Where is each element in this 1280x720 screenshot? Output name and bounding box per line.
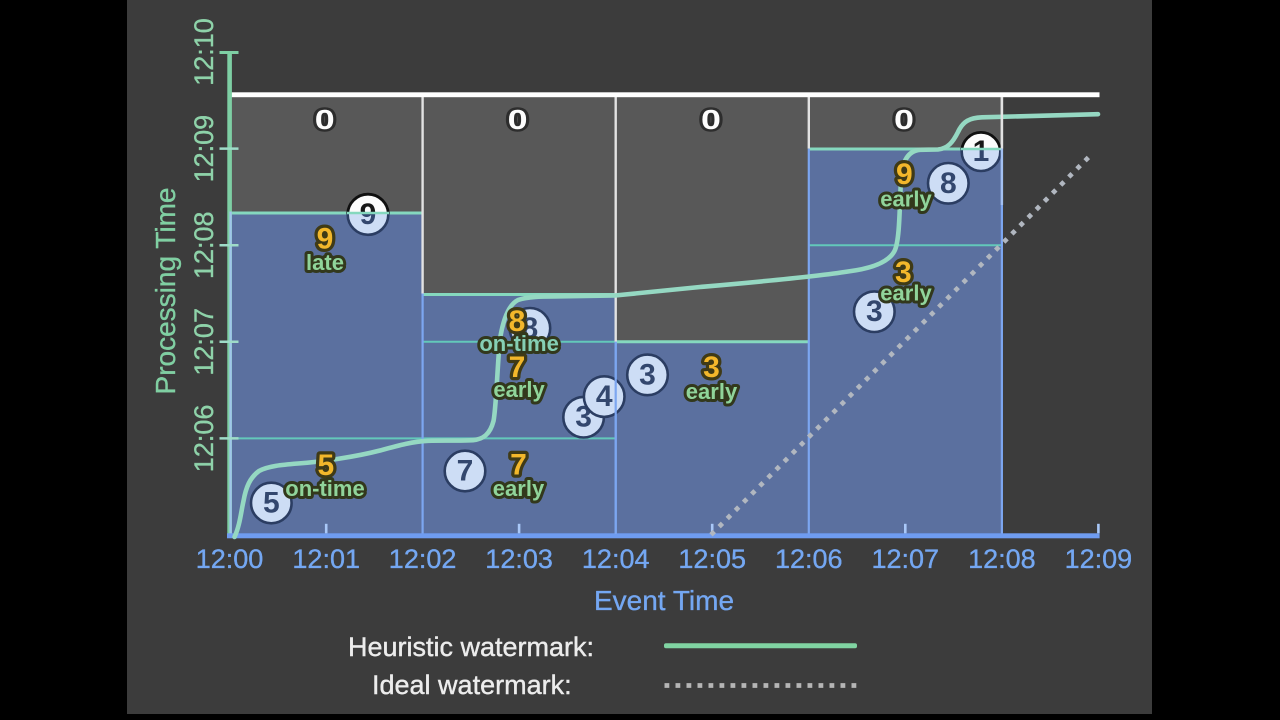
svg-text:12:07: 12:07 [189,308,219,376]
svg-text:12:06: 12:06 [775,544,843,574]
svg-text:Processing Time: Processing Time [150,188,181,395]
svg-text:12:09: 12:09 [1065,544,1133,574]
svg-text:0: 0 [508,104,528,135]
svg-text:12:00: 12:00 [196,544,264,574]
svg-text:1: 1 [973,135,990,168]
svg-text:12:08: 12:08 [189,211,219,279]
svg-text:5: 5 [263,487,280,520]
svg-text:12:05: 12:05 [678,544,746,574]
svg-text:7: 7 [457,455,474,488]
svg-text:9: 9 [360,198,377,231]
svg-text:Heuristic watermark:: Heuristic watermark: [348,632,594,662]
svg-text:12:08: 12:08 [968,544,1036,574]
svg-text:8: 8 [522,312,539,345]
svg-text:0: 0 [894,104,914,135]
svg-text:12:04: 12:04 [582,544,650,574]
svg-text:3: 3 [703,351,720,384]
svg-text:on-time: on-time [479,331,558,356]
svg-text:12:09: 12:09 [189,115,219,183]
svg-text:Ideal watermark:: Ideal watermark: [372,670,572,700]
svg-text:12:01: 12:01 [292,544,360,574]
svg-text:Event Time: Event Time [594,585,734,616]
svg-text:4: 4 [596,380,613,413]
svg-text:12:07: 12:07 [872,544,940,574]
svg-text:early: early [686,379,738,404]
svg-text:3: 3 [639,358,656,391]
svg-text:late: late [306,250,344,275]
svg-text:8: 8 [940,167,957,200]
svg-text:on-time: on-time [285,476,364,501]
svg-text:early: early [493,476,545,501]
svg-text:7: 7 [510,449,527,482]
svg-text:12:06: 12:06 [189,405,219,473]
svg-text:7: 7 [509,351,526,384]
svg-text:12:10: 12:10 [189,18,219,86]
svg-text:1: 1 [973,135,990,168]
svg-text:12:02: 12:02 [389,544,457,574]
svg-text:9: 9 [360,198,377,231]
svg-text:0: 0 [701,104,721,135]
svg-text:5: 5 [317,449,334,482]
svg-text:0: 0 [315,104,335,135]
svg-text:early: early [880,280,932,305]
svg-text:early: early [880,186,932,211]
svg-text:12:03: 12:03 [485,544,553,574]
svg-text:8: 8 [509,305,526,338]
svg-text:9: 9 [896,158,913,191]
svg-text:3: 3 [895,256,912,289]
svg-text:9: 9 [317,223,334,256]
svg-text:early: early [493,377,545,402]
svg-text:3: 3 [866,295,883,328]
